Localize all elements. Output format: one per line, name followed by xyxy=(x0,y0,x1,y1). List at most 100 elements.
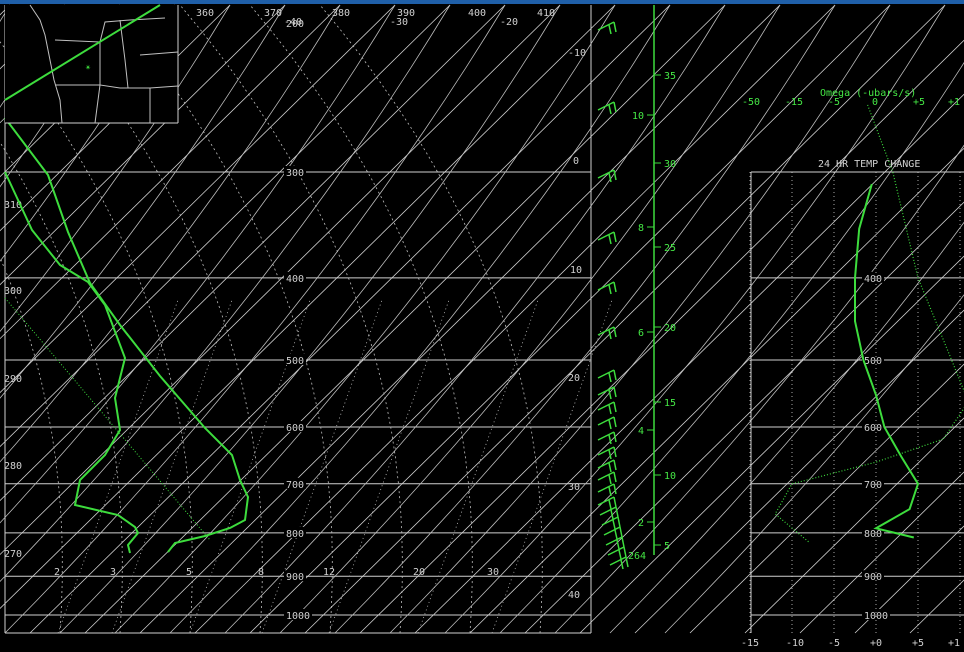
wind-barb-flag xyxy=(613,416,617,428)
isotherm xyxy=(0,4,341,340)
inset-map-line xyxy=(119,19,129,89)
wind-barb-staff xyxy=(597,101,615,111)
panel-isobar-label: 500 xyxy=(864,356,882,367)
panel-isobar-label: 900 xyxy=(864,572,882,583)
wind-barb-flag xyxy=(613,281,617,293)
isobar-label-bg xyxy=(284,526,306,538)
isobar-label: 800 xyxy=(286,529,304,540)
wind-barb-flag xyxy=(608,389,612,400)
dry-adiabat xyxy=(499,62,964,634)
wind-barb-flag xyxy=(613,169,617,181)
height-axis: 10 8 6 4 2 35 30 25 20 15 10 5 264 xyxy=(628,5,676,562)
wind-barb xyxy=(597,281,617,295)
wind-barb-flag xyxy=(608,486,612,497)
isotherm xyxy=(0,4,616,610)
isotherm xyxy=(799,471,964,634)
wind-barb-staff xyxy=(605,536,623,546)
dry-adiabat xyxy=(279,4,781,634)
isotherm xyxy=(469,147,964,634)
inset-map-line xyxy=(139,51,179,56)
dry-adiabat xyxy=(444,4,946,634)
wind-barb xyxy=(597,483,617,497)
wind-barb-flag xyxy=(621,536,625,548)
wind-barb xyxy=(607,546,627,560)
wind-barb-flag xyxy=(613,386,617,398)
theta-label-left: 300 xyxy=(4,286,22,297)
inset-map: ✴ xyxy=(4,4,179,124)
mixing-ratio-label: 20 xyxy=(413,567,425,578)
wind-barb xyxy=(597,431,617,445)
wind-barb-staff xyxy=(603,526,621,536)
isotherm-label-top: -30 xyxy=(390,17,408,28)
moist-adiabat xyxy=(319,4,543,634)
wind-barb-flag xyxy=(613,101,617,113)
dry-adiabat xyxy=(389,4,891,634)
isotherm-label-right: 20 xyxy=(568,373,580,384)
isotherm xyxy=(634,309,964,634)
omega-tick-label: -15 xyxy=(785,97,803,108)
wind-barb xyxy=(597,386,617,400)
panel-isobar-label-bg xyxy=(862,353,884,365)
wind-barb xyxy=(605,536,625,550)
theta-label-left: 310 xyxy=(4,200,22,211)
isobar-label-bg xyxy=(284,609,312,620)
wind-barb-flag xyxy=(612,519,616,530)
wind-barb xyxy=(597,471,617,485)
panel-isobar-label: 400 xyxy=(864,274,882,285)
moist-adiabat xyxy=(249,4,473,634)
dry-adiabat xyxy=(169,4,671,634)
wind-barb-staff xyxy=(597,431,615,441)
wind-barb-staff xyxy=(597,169,615,179)
height-kft-label: 10 xyxy=(664,471,676,482)
dry-adiabat xyxy=(609,221,964,634)
theta-label-top: 380 xyxy=(332,8,350,19)
theta-label-left: 280 xyxy=(4,461,22,472)
height-kft-label: 15 xyxy=(664,398,676,409)
wind-barb-flag xyxy=(608,474,612,485)
height-kft-label: 35 xyxy=(664,71,676,82)
station-marker-icon: ✴ xyxy=(85,62,91,73)
dry-adiabat xyxy=(0,4,341,463)
panel-isobar-label-bg xyxy=(862,421,884,433)
wind-barb-flag xyxy=(613,483,617,495)
mixing-ratio-label: 8 xyxy=(258,567,264,578)
isotherm xyxy=(689,363,964,634)
wind-barb-flag xyxy=(613,496,617,508)
wind-barb-flag xyxy=(608,372,612,383)
wind-barb-flag xyxy=(613,231,617,243)
panel-isobar-label-bg xyxy=(862,477,884,489)
isotherm-label-right: -10 xyxy=(568,48,586,59)
isobar-label-bg xyxy=(284,353,306,365)
omega-line xyxy=(774,104,964,543)
wind-barb xyxy=(599,506,619,520)
isobar-label: 900 xyxy=(286,572,304,583)
wind-barb-staff xyxy=(597,281,615,291)
isotherm xyxy=(359,39,964,634)
dry-adiabat xyxy=(4,4,506,634)
height-kft-label: 25 xyxy=(664,243,676,254)
isotherm-label-top: -40 xyxy=(284,17,302,28)
theta-label-top: 370 xyxy=(264,8,282,19)
mixing-ratio-line xyxy=(491,299,613,634)
isobar-label-bg xyxy=(284,166,306,177)
wind-barb-flag xyxy=(613,431,617,443)
wind-barb-staff xyxy=(607,546,625,556)
mixing-ratio-line xyxy=(111,299,233,634)
wind-barb-flag xyxy=(620,559,624,570)
wind-barbs xyxy=(597,21,629,570)
isobar-label: 300 xyxy=(286,168,304,179)
height-km-label: 10 xyxy=(632,111,644,122)
isotherm xyxy=(524,201,964,634)
temp-change-line xyxy=(854,183,920,539)
isotherm xyxy=(0,4,561,556)
inset-map-line xyxy=(94,84,101,124)
isotherm xyxy=(0,4,451,448)
wind-barb-staff xyxy=(597,369,615,379)
wind-barb-staff xyxy=(597,21,615,31)
dry-adiabat xyxy=(0,4,451,583)
wind-barb-flag xyxy=(608,172,612,183)
omega-tick-label: +1 xyxy=(948,97,960,108)
wind-barb-flag xyxy=(608,434,612,445)
theta-label-left: 270 xyxy=(4,549,22,560)
dry-adiabat xyxy=(664,294,964,634)
